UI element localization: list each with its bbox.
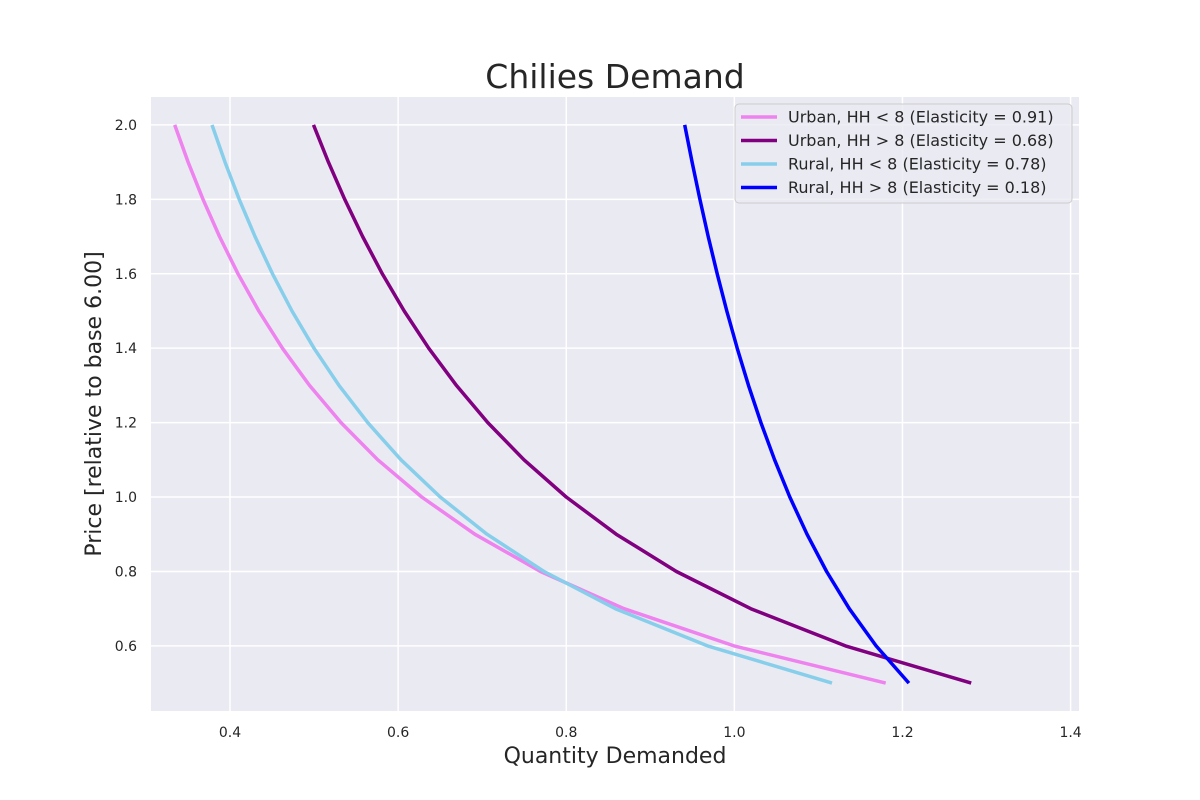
- y-tick-label: 0.8: [115, 564, 137, 580]
- legend-box: [734, 103, 1073, 204]
- legend-label-2: Rural, HH < 8 (Elasticity = 0.78): [788, 155, 1047, 174]
- chart-title: Chilies Demand: [485, 57, 744, 96]
- legend: Urban, HH < 8 (Elasticity = 0.91) Urban, …: [734, 103, 1073, 204]
- x-tick-label: 1.0: [723, 725, 745, 741]
- y-tick-label: 1.2: [115, 416, 137, 432]
- legend-label-3: Rural, HH > 8 (Elasticity = 0.18): [788, 178, 1047, 197]
- x-axis-label: Quantity Demanded: [504, 744, 727, 769]
- x-tick-label: 1.4: [1059, 725, 1081, 741]
- y-tick-label: 2.0: [115, 118, 137, 134]
- series-line-3: [682, 124, 911, 685]
- y-tick-label: 1.0: [115, 490, 137, 506]
- y-tick-label: 1.6: [115, 267, 137, 283]
- x-tick-label: 0.6: [387, 725, 409, 741]
- grid-lines: [151, 97, 1079, 711]
- legend-label-0: Urban, HH < 8 (Elasticity = 0.91): [788, 108, 1054, 127]
- legend-label-1: Urban, HH > 8 (Elasticity = 0.68): [788, 131, 1054, 150]
- series-lines: [173, 124, 972, 685]
- x-tick-label: 1.2: [891, 725, 913, 741]
- y-tick-label: 0.6: [115, 639, 137, 655]
- tick-labels: 0.4 0.6 0.8 1.0 1.2 1.4 0.6 0.8 1.0 1.2 1.4 1.6 1.8 2…: [115, 118, 1082, 741]
- series-line-1: [311, 124, 972, 685]
- y-tick-label: 1.8: [115, 192, 137, 208]
- y-axis-label: Price [relative to base 6.00]: [82, 251, 107, 556]
- y-tick-label: 1.4: [115, 341, 137, 357]
- x-tick-label: 0.8: [555, 725, 577, 741]
- x-tick-label: 0.4: [219, 725, 241, 741]
- series-line-2: [210, 124, 833, 685]
